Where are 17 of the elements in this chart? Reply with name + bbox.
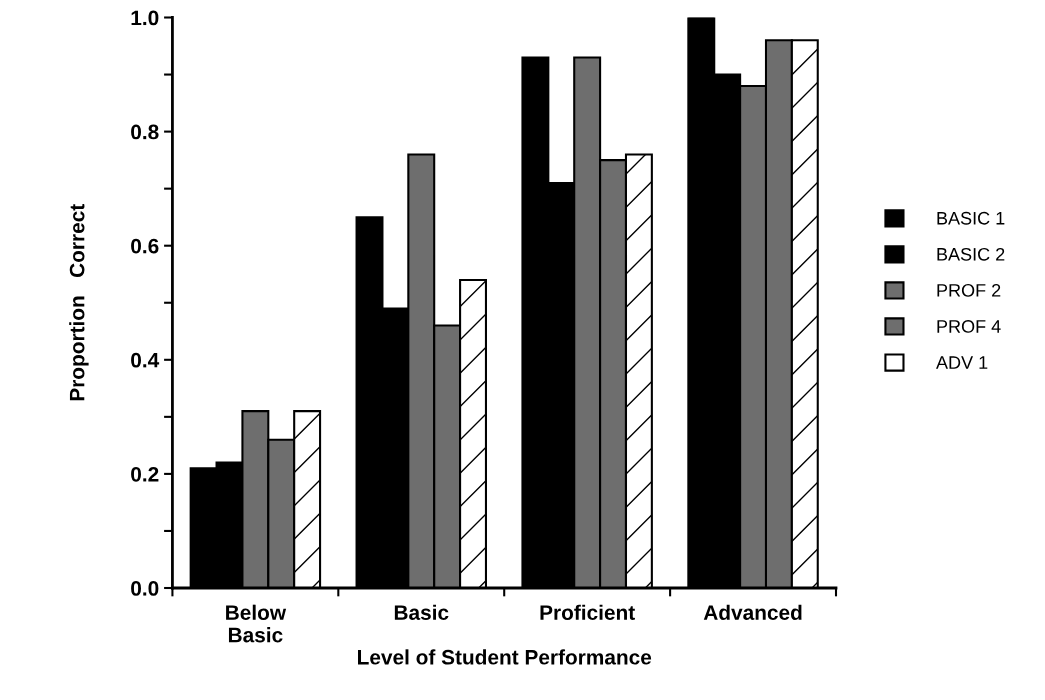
y-tick-label: 0.2 <box>131 466 159 482</box>
x-tick-label: Proficient <box>540 604 635 620</box>
legend-label: BASIC 1 <box>937 211 1005 225</box>
y-tick-label: 0.6 <box>131 238 159 254</box>
y-tick-label: 0.8 <box>131 124 159 140</box>
legend-label: ADV 1 <box>936 356 988 369</box>
y-tick-label: 0.0 <box>131 581 159 596</box>
y-axis-title: Proportion Correct <box>69 204 89 401</box>
x-axis-title: Level of Student Performance <box>358 649 652 665</box>
x-tick-label: Advanced <box>703 604 802 620</box>
legend-label: BASIC 2 <box>937 247 1005 261</box>
x-tick-label: Below Basic <box>226 604 287 643</box>
legend-label: PROF 2 <box>937 283 1001 297</box>
y-tick-label: 0.4 <box>131 352 160 368</box>
y-tick-label: 1.0 <box>131 10 159 26</box>
legend-label: PROF 4 <box>937 320 1001 333</box>
x-tick-label: Basic <box>394 604 449 620</box>
